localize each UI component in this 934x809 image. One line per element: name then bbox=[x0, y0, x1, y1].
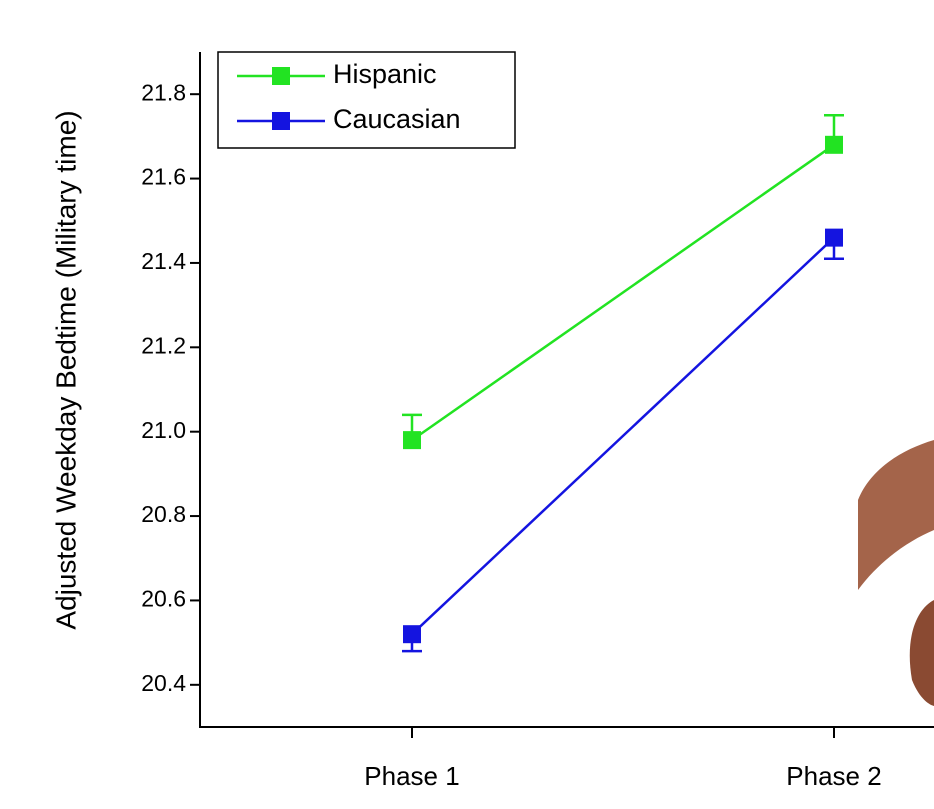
y-axis-label: Adjusted Weekday Bedtime (Military time) bbox=[50, 110, 81, 629]
chart: Adjusted Weekday Bedtime (Military time)… bbox=[0, 0, 934, 809]
y-tick-label: 21.8 bbox=[141, 79, 186, 105]
marker bbox=[403, 625, 421, 643]
y-tick-label: 21.4 bbox=[141, 248, 186, 274]
photo-fragment bbox=[858, 440, 934, 706]
legend-marker bbox=[272, 112, 290, 130]
series-line bbox=[412, 238, 834, 635]
y-tick-label: 21.2 bbox=[141, 332, 186, 358]
legend-marker bbox=[272, 67, 290, 85]
marker bbox=[403, 431, 421, 449]
marker bbox=[825, 136, 843, 154]
series-line bbox=[412, 145, 834, 440]
y-tick-label: 21.6 bbox=[141, 164, 186, 190]
y-tick-label: 21.0 bbox=[141, 417, 186, 443]
y-tick-label: 20.8 bbox=[141, 501, 186, 527]
y-tick-label: 20.4 bbox=[141, 670, 186, 696]
legend-label: Hispanic bbox=[333, 59, 437, 89]
legend-label: Caucasian bbox=[333, 104, 461, 134]
x-tick-label: Phase 2 bbox=[786, 761, 881, 791]
y-tick-label: 20.6 bbox=[141, 586, 186, 612]
marker bbox=[825, 229, 843, 247]
x-tick-label: Phase 1 bbox=[364, 761, 459, 791]
